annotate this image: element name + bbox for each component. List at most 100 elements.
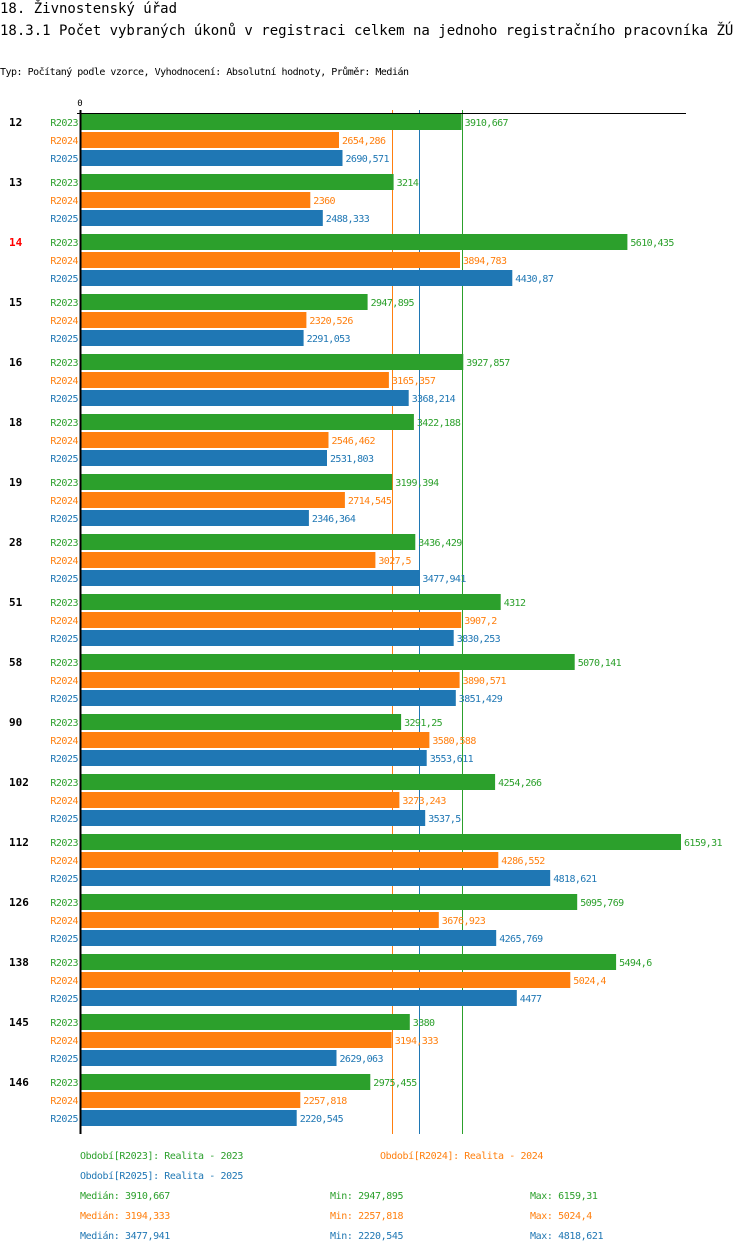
data-label: 3676,923 bbox=[442, 916, 486, 927]
bar-r2024 bbox=[80, 672, 460, 688]
bar-r2024 bbox=[80, 312, 307, 328]
data-label: 2975,455 bbox=[373, 1078, 417, 1089]
data-label: 3477,941 bbox=[422, 574, 466, 585]
bar-r2024 bbox=[80, 972, 571, 988]
legend-min-r2024: Min: 2257,818 bbox=[330, 1211, 404, 1222]
series-label: R2024 bbox=[50, 256, 78, 267]
data-label: 2531,803 bbox=[330, 454, 374, 465]
category-label: 90 bbox=[9, 716, 22, 729]
bar-r2025 bbox=[80, 1110, 297, 1126]
data-label: 4818,621 bbox=[553, 874, 597, 885]
data-label: 3894,783 bbox=[463, 256, 507, 267]
legend-period-r2025: Období[R2025]: Realita - 2025 bbox=[80, 1171, 243, 1182]
series-label: R2024 bbox=[50, 916, 78, 927]
series-label: R2023 bbox=[50, 958, 78, 969]
chart-title: 18.3.1 Počet vybraných úkonů v registrac… bbox=[0, 23, 734, 39]
series-label: R2025 bbox=[50, 574, 78, 585]
series-label: R2025 bbox=[50, 1054, 78, 1065]
data-label: 5070,141 bbox=[578, 658, 622, 669]
bar-r2024 bbox=[80, 1032, 392, 1048]
category-label: 146 bbox=[9, 1076, 29, 1089]
data-label: 3291,25 bbox=[404, 718, 443, 729]
series-label: R2024 bbox=[50, 556, 78, 567]
legend-period-r2024: Období[R2024]: Realita - 2024 bbox=[380, 1151, 543, 1162]
data-label: 2346,364 bbox=[312, 514, 356, 525]
series-label: R2023 bbox=[50, 1078, 78, 1089]
legend-max-r2023: Max: 6159,31 bbox=[530, 1191, 598, 1202]
data-label: 2690,571 bbox=[346, 154, 390, 165]
series-label: R2023 bbox=[50, 118, 78, 129]
data-label: 2654,286 bbox=[342, 136, 386, 147]
data-label: 4477 bbox=[520, 994, 542, 1005]
bar-r2023 bbox=[80, 234, 628, 250]
legend-max-r2024: Max: 5024,4 bbox=[530, 1211, 592, 1222]
bar-r2023 bbox=[80, 1074, 371, 1090]
category-label: 145 bbox=[9, 1016, 29, 1029]
data-label: 3273,243 bbox=[402, 796, 446, 807]
series-label: R2023 bbox=[50, 298, 78, 309]
data-label: 3907,2 bbox=[464, 616, 497, 627]
series-label: R2024 bbox=[50, 376, 78, 387]
series-label: R2023 bbox=[50, 238, 78, 249]
series-label: R2025 bbox=[50, 934, 78, 945]
series-label: R2023 bbox=[50, 778, 78, 789]
bar-r2024 bbox=[80, 132, 339, 148]
data-label: 3910,667 bbox=[465, 118, 509, 129]
bar-r2025 bbox=[80, 990, 517, 1006]
bar-r2024 bbox=[80, 492, 345, 508]
bar-r2023 bbox=[80, 474, 393, 490]
data-label: 3553,611 bbox=[430, 754, 474, 765]
legend-max-r2025: Max: 4818,621 bbox=[530, 1231, 604, 1242]
series-label: R2023 bbox=[50, 898, 78, 909]
series-label: R2025 bbox=[50, 394, 78, 405]
series-label: R2025 bbox=[50, 214, 78, 225]
data-label: 3199,394 bbox=[395, 478, 439, 489]
data-label: 5024,4 bbox=[573, 976, 606, 987]
data-label: 5610,435 bbox=[630, 238, 674, 249]
series-label: R2024 bbox=[50, 436, 78, 447]
series-label: R2025 bbox=[50, 1114, 78, 1125]
series-label: R2024 bbox=[50, 856, 78, 867]
series-label: R2025 bbox=[50, 994, 78, 1005]
category-label: 51 bbox=[9, 596, 23, 609]
bar-r2024 bbox=[80, 732, 430, 748]
bar-r2025 bbox=[80, 750, 427, 766]
bar-r2025 bbox=[80, 630, 454, 646]
bar-r2024 bbox=[80, 1092, 301, 1108]
category-label: 138 bbox=[9, 956, 29, 969]
bar-r2023 bbox=[80, 954, 617, 970]
data-label: 2320,526 bbox=[309, 316, 353, 327]
series-label: R2023 bbox=[50, 598, 78, 609]
series-label: R2025 bbox=[50, 274, 78, 285]
data-label: 2488,333 bbox=[326, 214, 370, 225]
series-label: R2025 bbox=[50, 454, 78, 465]
data-label: 2360 bbox=[313, 196, 335, 207]
series-label: R2024 bbox=[50, 1036, 78, 1047]
legend-median-r2024: Medián: 3194,333 bbox=[80, 1211, 170, 1222]
series-label: R2024 bbox=[50, 1096, 78, 1107]
legend-period-r2023: Období[R2023]: Realita - 2023 bbox=[80, 1151, 243, 1162]
data-label: 3890,571 bbox=[463, 676, 507, 687]
bar-r2023 bbox=[80, 714, 402, 730]
category-label: 126 bbox=[9, 896, 29, 909]
data-label: 2291,053 bbox=[307, 334, 351, 345]
data-label: 4312 bbox=[504, 598, 526, 609]
bar-r2023 bbox=[80, 594, 501, 610]
bar-r2023 bbox=[80, 834, 681, 850]
series-label: R2025 bbox=[50, 514, 78, 525]
data-label: 2947,895 bbox=[371, 298, 415, 309]
legend-min-r2025: Min: 2220,545 bbox=[330, 1231, 404, 1242]
bar-r2023 bbox=[80, 414, 414, 430]
category-label: 18 bbox=[9, 416, 22, 429]
data-label: 3165,357 bbox=[392, 376, 436, 387]
data-label: 3422,188 bbox=[417, 418, 461, 429]
series-label: R2025 bbox=[50, 634, 78, 645]
series-label: R2025 bbox=[50, 694, 78, 705]
bar-r2024 bbox=[80, 912, 439, 928]
series-label: R2025 bbox=[50, 814, 78, 825]
series-label: R2023 bbox=[50, 838, 78, 849]
data-label: 3194,333 bbox=[395, 1036, 439, 1047]
data-label: 3368,214 bbox=[412, 394, 456, 405]
chart-subtitle: Typ: Počítaný podle vzorce, Vyhodnocení:… bbox=[0, 67, 409, 78]
bar-r2023 bbox=[80, 1014, 410, 1030]
